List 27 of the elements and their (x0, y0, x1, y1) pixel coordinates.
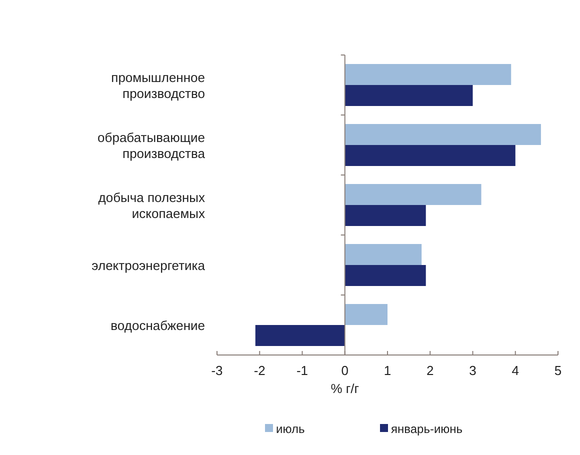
x-tick-label: 4 (512, 363, 519, 378)
x-tick-label: 5 (554, 363, 562, 378)
bar (255, 325, 345, 346)
bar (344, 145, 516, 166)
x-tick-label: 0 (341, 363, 348, 378)
bar (344, 85, 473, 106)
x-tick-label: -1 (296, 363, 308, 378)
y-tick-label: добыча полезных ископаемых (98, 190, 206, 221)
bar (344, 244, 422, 265)
x-tick-label: 1 (384, 363, 392, 378)
x-axis-title: % г/г (330, 381, 360, 396)
bar (344, 304, 388, 325)
bar (344, 124, 541, 145)
y-tick-label: электроэнергетика (92, 258, 206, 273)
y-tick-label: обрабатывающие производства (98, 130, 206, 161)
x-tick-label: 2 (426, 363, 434, 378)
y-tick-label: промышленное производство (111, 70, 205, 101)
bar (344, 265, 426, 286)
legend-label: июль (276, 422, 305, 436)
x-tick-label: -2 (254, 363, 266, 378)
x-tick-label: 3 (469, 363, 476, 378)
bar (344, 205, 426, 226)
x-tick-label: -3 (211, 363, 223, 378)
y-tick-label: водоснабжение (110, 318, 205, 333)
legend-label: январь-июнь (391, 422, 463, 436)
bar (344, 64, 512, 85)
bar (344, 184, 482, 205)
